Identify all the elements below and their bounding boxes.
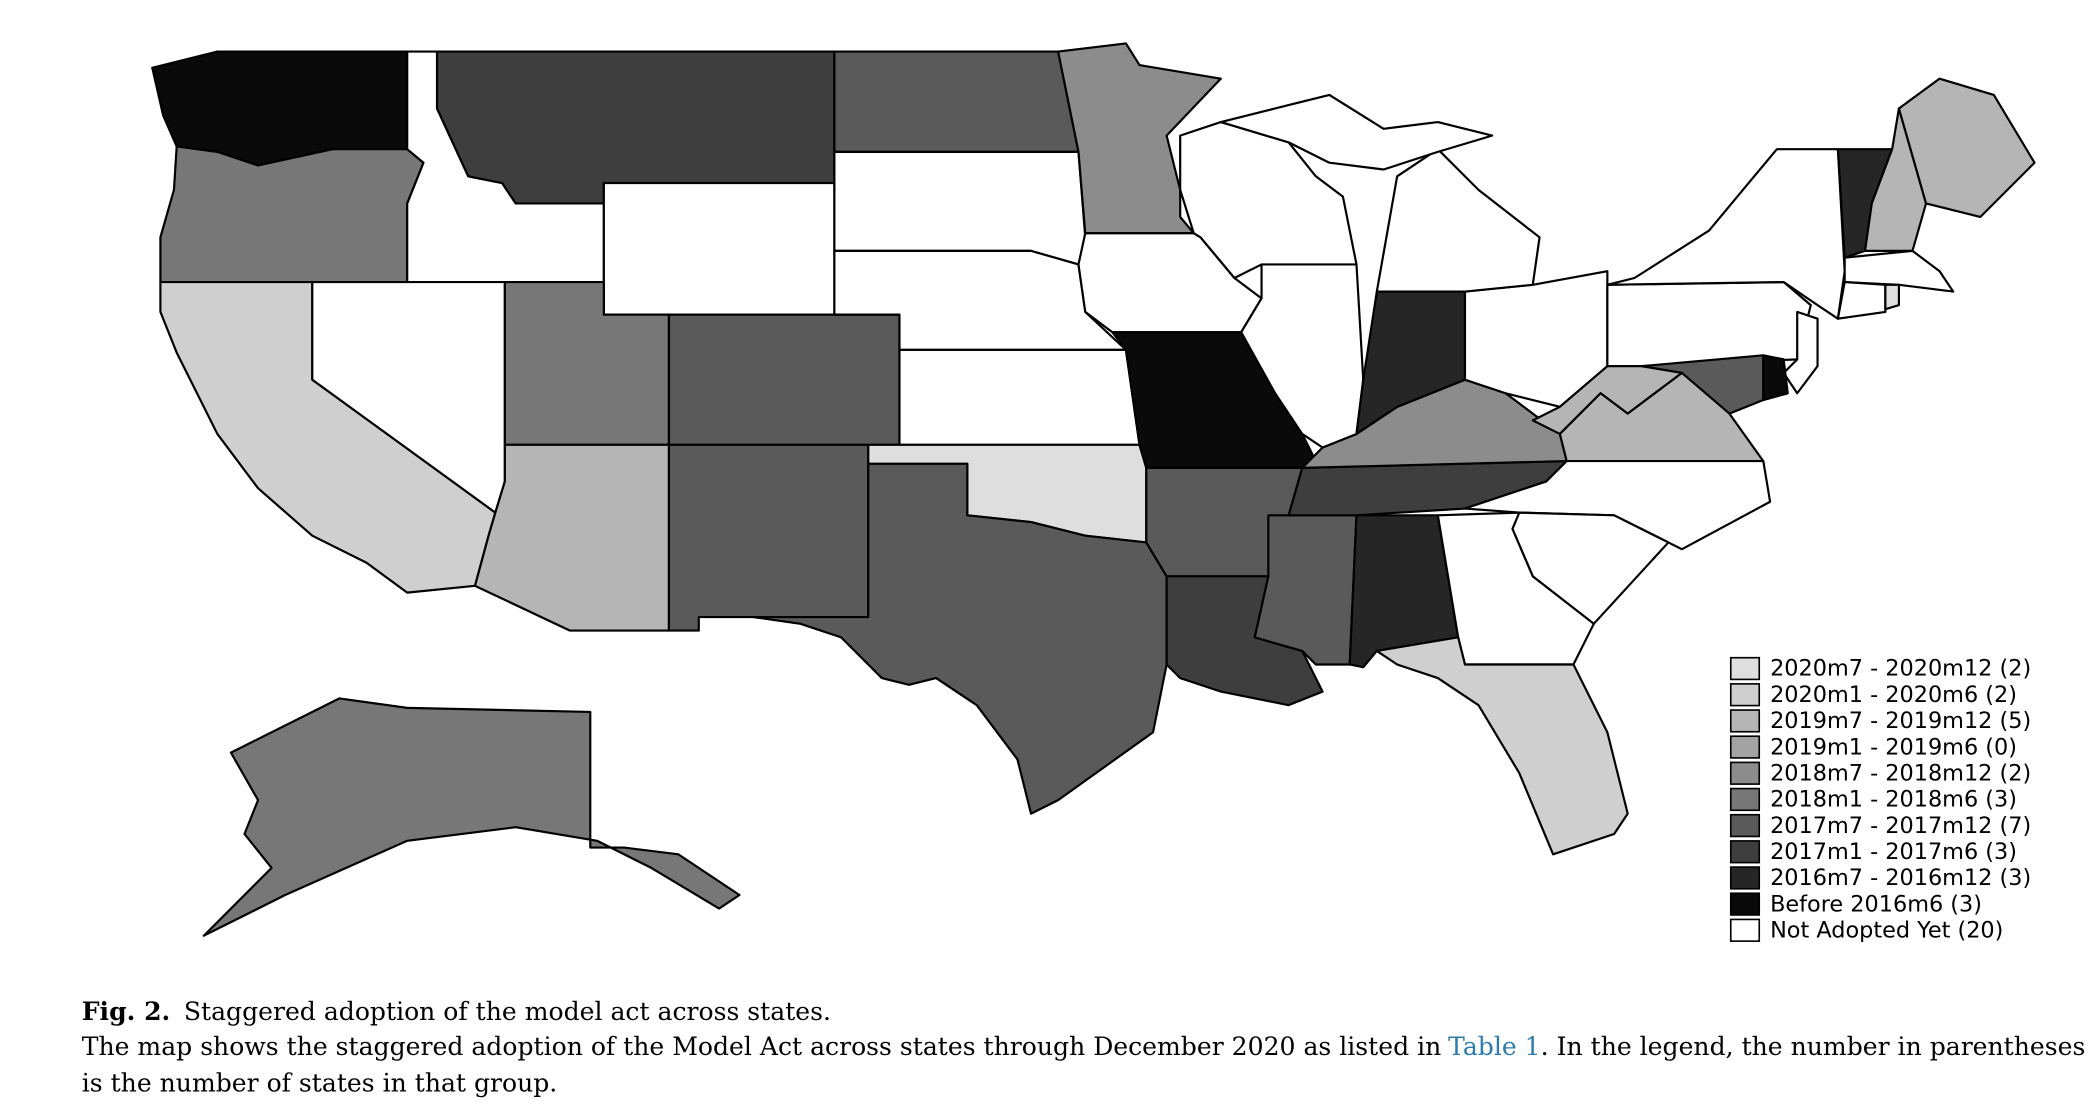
state-mi-upper [1219,93,1494,171]
state-ak [202,697,741,937]
table-link[interactable]: Table 1 [1448,1032,1541,1061]
state-de [1762,354,1789,402]
state-wi [1179,120,1358,280]
legend-label: 2017m1 - 2017m6 (3) [1770,839,2017,865]
state-co [667,313,901,446]
legend-label: 2020m7 - 2020m12 (2) [1770,656,2031,682]
legend-swatch [1729,840,1761,864]
caption-text: . In the legend, the number in parenthes… [1541,1032,2086,1061]
caption-line2: The map shows the staggered adoption of … [82,1032,2086,1061]
figure-title: Staggered adoption of the model act acro… [184,997,831,1026]
state-mi-lower [1375,148,1541,293]
caption: Fig. 2. Staggered adoption of the model a… [82,996,2086,1098]
caption-line1: Fig. 2. Staggered adoption of the model a… [82,996,831,1026]
legend-swatch [1729,813,1761,838]
legend-swatch [1729,735,1761,759]
legend-swatch [1729,709,1761,733]
legend-label: 2017m7 - 2017m12 (7) [1770,813,2031,839]
state-ms [1253,514,1358,666]
legend-swatch [1729,892,1761,916]
state-nj [1782,310,1819,395]
state-ks [898,348,1141,446]
caption-text: The map shows the staggered adoption of … [82,1032,1442,1061]
legend-swatch [1729,918,1761,942]
legend-label: 2019m1 - 2019m6 (0) [1770,734,2017,760]
legend-label: 2018m1 - 2018m6 (3) [1770,787,2017,813]
state-nd [833,50,1080,153]
legend-label: Not Adopted Yet (20) [1770,917,2003,943]
legend-swatch [1729,761,1761,785]
state-mt [435,50,836,205]
state-tx [751,462,1168,815]
state-fl [1375,636,1629,856]
state-or [159,145,425,284]
state-ri [1884,283,1901,311]
legend-label: 2016m7 - 2016m12 (3) [1770,865,2031,891]
state-wy [602,181,836,316]
state-me [1897,77,2036,219]
state-ct [1836,280,1887,320]
state-pa [1606,280,1812,368]
legend-label: 2018m7 - 2018m12 (2) [1770,760,2031,786]
legend-label: Before 2016m6 (3) [1770,891,1982,917]
legend-swatch [1729,656,1761,681]
state-nm [667,443,870,632]
legend: 2020m7 - 2020m12 (2)2020m1 - 2020m6 (2)2… [1729,656,2031,943]
caption-line3: is the number of states in that group. [82,1069,558,1098]
state-sd [833,150,1087,266]
legend-label: 2020m1 - 2020m6 (2) [1770,682,2017,708]
figure-label: Fig. 2. [82,996,171,1026]
state-il [1240,263,1365,449]
legend-swatch [1729,866,1761,890]
legend-label: 2019m7 - 2019m12 (5) [1770,708,2031,734]
legend-swatch [1729,683,1761,707]
legend-swatch [1729,787,1761,812]
us-map [151,42,2036,937]
